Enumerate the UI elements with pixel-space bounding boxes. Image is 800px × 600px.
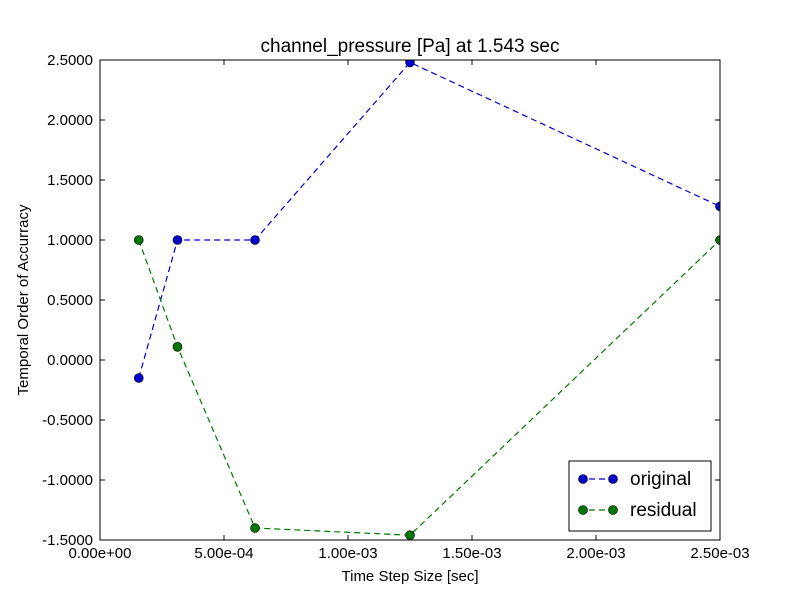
legend: original residual	[568, 460, 712, 532]
y-tick-label: 1.5000	[47, 172, 93, 189]
data-point-original	[250, 235, 260, 245]
data-point-original	[715, 201, 720, 212]
chart-title: channel_pressure [Pa] at 1.543 sec	[261, 36, 560, 57]
plot-area: 0.00e+00 5.00e-04 1.00e-03 1.50e-03 2.00e-03…	[42, 52, 749, 562]
y-tick-label: -1.0000	[42, 472, 93, 489]
data-point-residual	[172, 341, 183, 352]
data-point-residual	[715, 235, 720, 245]
data-point-original	[133, 373, 144, 383]
x-tick-label: 0.00e+00	[69, 545, 132, 562]
legend-marker-residual	[578, 505, 588, 515]
plot-frame	[99, 59, 721, 541]
data-point-residual	[133, 235, 144, 245]
x-tick-label: 1.00e-03	[318, 545, 377, 562]
y-axis-label: Temporal Order of Accurracy	[15, 204, 32, 395]
y-tick-label: 0.0000	[47, 352, 93, 369]
x-tick-label: 5.00e-04	[194, 545, 253, 562]
legend-marker-residual	[608, 505, 618, 515]
x-axis-label: Time Step Size [sec]	[342, 568, 479, 585]
legend-label-residual: residual	[630, 500, 697, 521]
y-tick-label: 2.5000	[47, 52, 93, 69]
y-tick-label: -0.5000	[42, 412, 93, 429]
x-tick-label: 2.50e-03	[690, 545, 749, 562]
data-point-residual	[405, 530, 415, 540]
legend-marker-original	[608, 474, 618, 484]
data-point-original	[405, 60, 415, 68]
legend-marker-original	[578, 474, 588, 484]
series-group	[133, 60, 720, 540]
x-tick-label: 2.00e-03	[566, 545, 625, 562]
y-tick-label: 2.0000	[47, 112, 93, 129]
data-point-original	[172, 235, 183, 245]
data-point-residual	[250, 523, 260, 533]
legend-label-original: original	[630, 469, 691, 490]
x-tick-label: 1.50e-03	[442, 545, 501, 562]
y-tick-label: 0.5000	[47, 292, 93, 309]
y-tick-label: -1.5000	[42, 532, 93, 549]
y-tick-label: 1.0000	[47, 232, 93, 249]
legend-box	[568, 460, 712, 532]
